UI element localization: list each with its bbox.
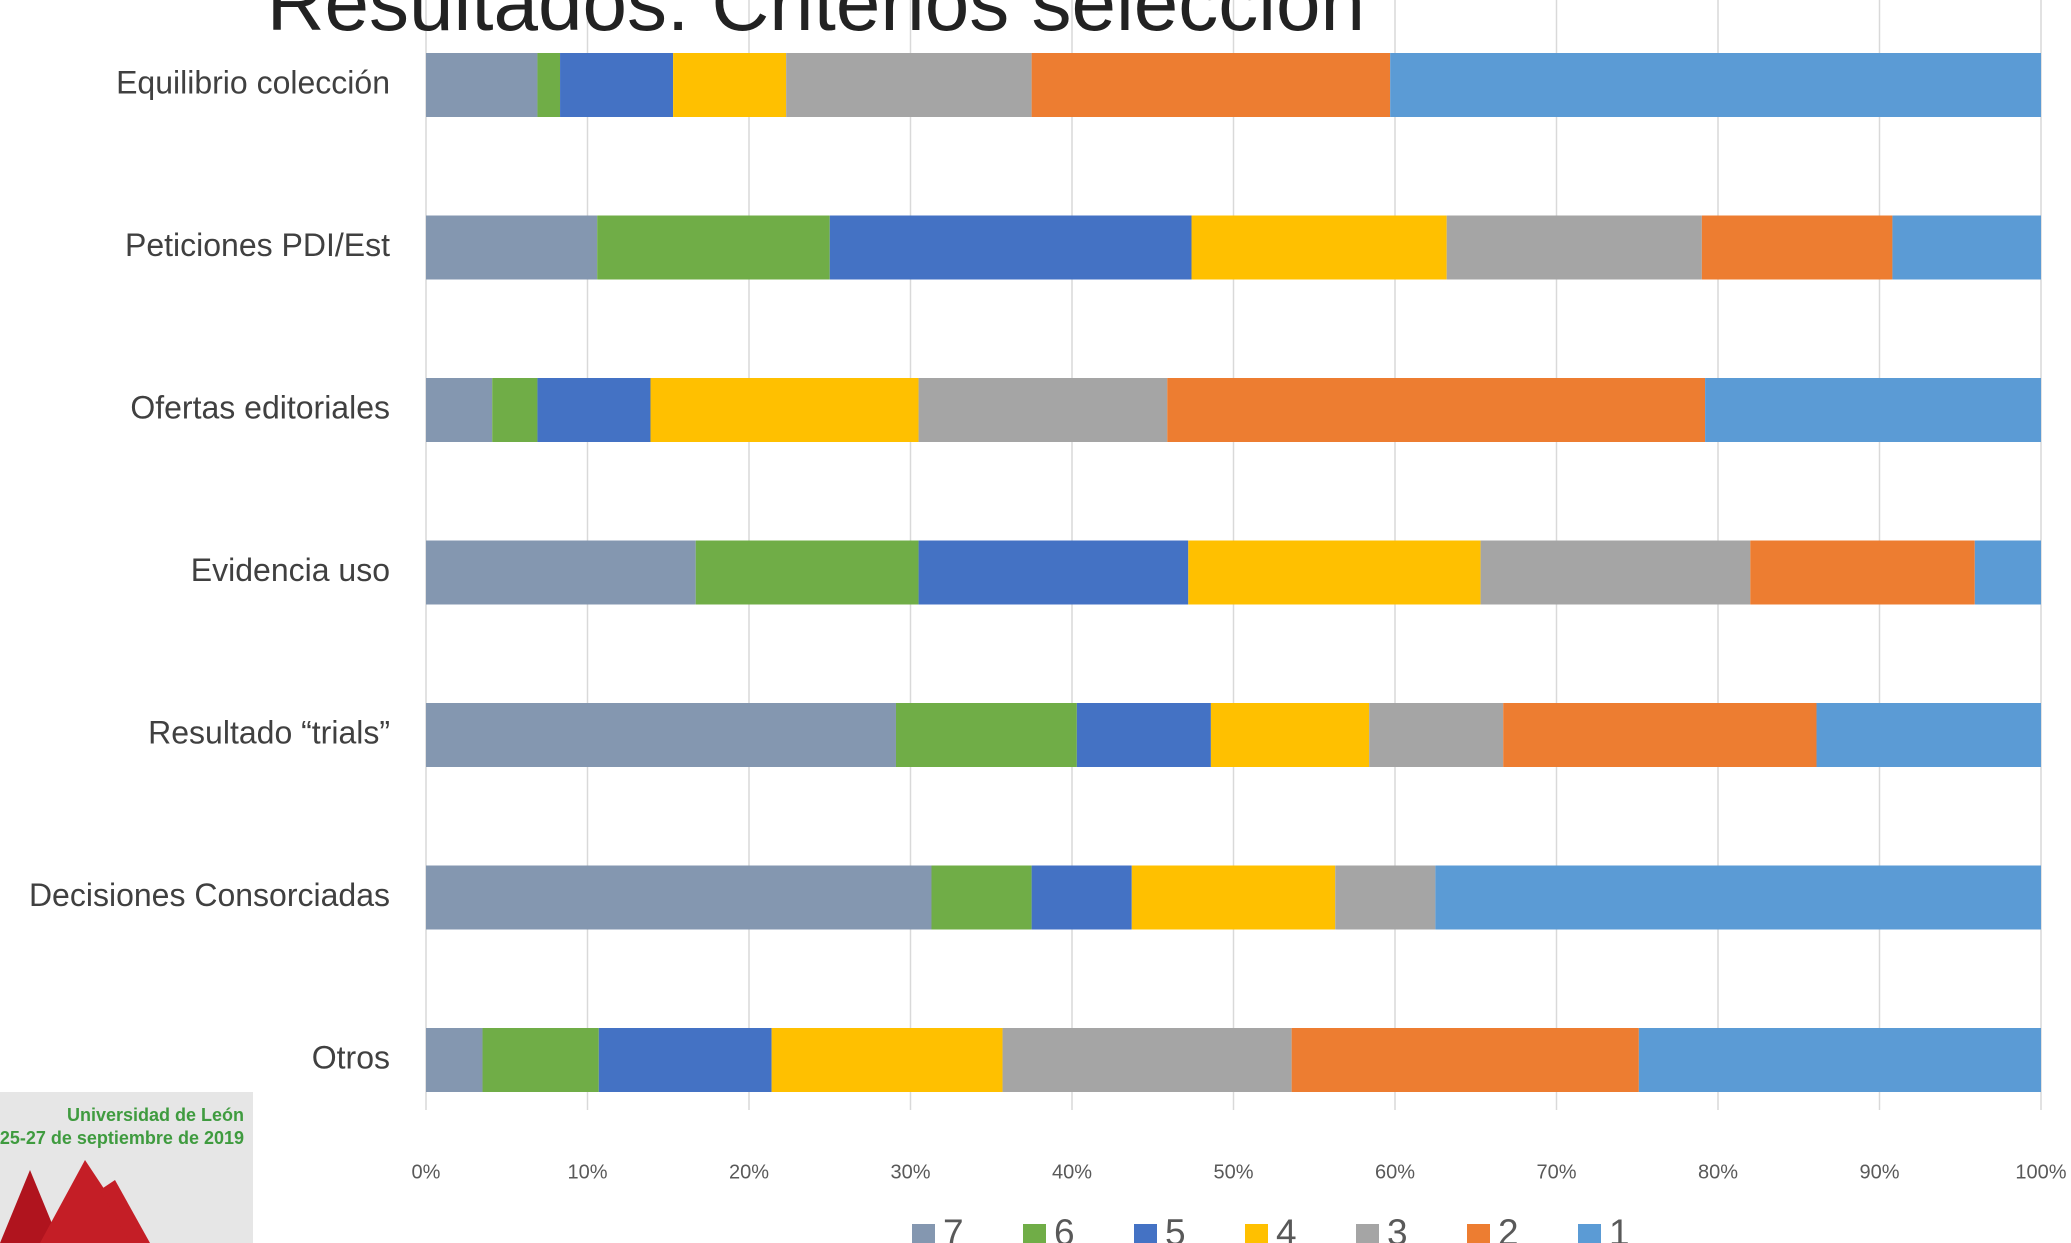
- legend-label: 5: [1165, 1212, 1186, 1243]
- x-tick-label: 60%: [1375, 1161, 1415, 1183]
- bar-segment: [1750, 540, 1975, 605]
- legend-swatch: [1134, 1224, 1157, 1243]
- bar-segment: [1480, 540, 1751, 605]
- x-tick-label: 10%: [567, 1161, 607, 1183]
- bar-segment: [426, 865, 932, 930]
- bar-segment: [1446, 215, 1702, 280]
- legend-swatch: [1023, 1224, 1046, 1243]
- category-label: Equilibrio colección: [116, 64, 390, 100]
- bar-segment: [1701, 215, 1893, 280]
- legend-label: 6: [1054, 1212, 1075, 1243]
- bar-segment: [482, 1028, 599, 1092]
- bar-segment: [918, 540, 1189, 605]
- logo-shape: [0, 1170, 60, 1243]
- x-tick-label: 40%: [1052, 1161, 1092, 1183]
- bar-segment: [426, 540, 696, 605]
- bar-segment: [537, 378, 651, 442]
- logo-text: 25-27 de septiembre de 2019: [0, 1128, 244, 1148]
- bar-segment: [829, 215, 1192, 280]
- x-tick-label: 30%: [890, 1161, 930, 1183]
- bar-segment: [1291, 1028, 1639, 1092]
- legend-swatch: [1245, 1224, 1268, 1243]
- legend-swatch: [1578, 1224, 1601, 1243]
- bar-segment: [492, 378, 538, 442]
- logo-text: Universidad de León: [67, 1105, 244, 1125]
- bar-segment: [695, 540, 919, 605]
- bar-segment: [426, 378, 493, 442]
- legend-label: 4: [1276, 1212, 1297, 1243]
- bar-segment: [1002, 1028, 1292, 1092]
- bar-segment: [560, 53, 674, 117]
- bar-segment: [786, 53, 1032, 117]
- legend-label: 1: [1609, 1212, 1630, 1243]
- bar-segment: [426, 1028, 483, 1092]
- bar-segment: [1705, 378, 2041, 442]
- x-tick-label: 100%: [2015, 1161, 2066, 1183]
- category-label: Ofertas editoriales: [130, 389, 390, 425]
- bar-segment: [426, 215, 598, 280]
- bar-segment: [918, 378, 1168, 442]
- category-label: Peticiones PDI/Est: [125, 227, 390, 263]
- logo-shape: [40, 1160, 140, 1243]
- bar-segment: [1503, 703, 1817, 767]
- bar-segment: [1188, 540, 1481, 605]
- legend-swatch: [1467, 1224, 1490, 1243]
- legend-swatch: [912, 1224, 935, 1243]
- legend-label: 3: [1387, 1212, 1408, 1243]
- bar-segment: [673, 53, 787, 117]
- bar-segment: [1167, 378, 1706, 442]
- logo-shape: [100, 1180, 150, 1243]
- bar-segment: [1638, 1028, 2041, 1092]
- x-tick-label: 20%: [729, 1161, 769, 1183]
- bar-segment: [1974, 540, 2041, 605]
- bar-segment: [1369, 703, 1504, 767]
- bar-segment: [1031, 865, 1132, 930]
- bar-segment: [1076, 703, 1211, 767]
- category-label: Otros: [312, 1039, 390, 1075]
- category-label: Evidencia uso: [191, 552, 390, 588]
- bar-segment: [771, 1028, 1003, 1092]
- slide-title: Resultados: Criterios selección: [267, 0, 1365, 47]
- bar-segment: [598, 1028, 772, 1092]
- bar-segment: [1031, 53, 1391, 117]
- bar-segment: [1390, 53, 2041, 117]
- bar-segment: [426, 703, 896, 767]
- x-tick-label: 0%: [412, 1161, 441, 1183]
- bar-segment: [650, 378, 919, 442]
- x-tick-label: 70%: [1536, 1161, 1576, 1183]
- legend-label: 7: [943, 1212, 964, 1243]
- bar-segment: [1335, 865, 1436, 930]
- bar-segment: [1210, 703, 1370, 767]
- bar-segment: [1131, 865, 1336, 930]
- bar-segment: [1191, 215, 1447, 280]
- x-tick-label: 50%: [1213, 1161, 1253, 1183]
- legend-label: 2: [1498, 1212, 1519, 1243]
- category-label: Decisiones Consorciadas: [29, 877, 390, 913]
- bar-segment: [597, 215, 830, 280]
- bar-segment: [931, 865, 1032, 930]
- bar-segment: [537, 53, 561, 117]
- bar-segment: [426, 53, 538, 117]
- bar-segment: [1816, 703, 2041, 767]
- bar-segment: [895, 703, 1077, 767]
- category-label: Resultado “trials”: [148, 714, 390, 750]
- x-tick-label: 90%: [1859, 1161, 1899, 1183]
- legend-swatch: [1356, 1224, 1379, 1243]
- bar-segment: [1892, 215, 2041, 280]
- x-tick-label: 80%: [1698, 1161, 1738, 1183]
- bars: [426, 53, 2041, 1092]
- bar-segment: [1435, 865, 2041, 930]
